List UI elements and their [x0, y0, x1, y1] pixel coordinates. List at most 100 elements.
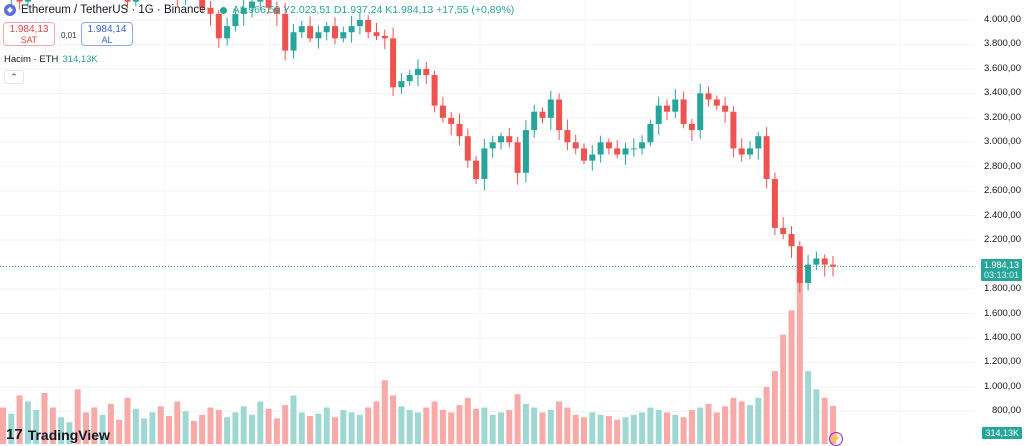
- volume-bar: [265, 408, 272, 444]
- candle-body: [356, 20, 363, 27]
- candle-body: [298, 26, 305, 33]
- candle-body: [564, 130, 571, 143]
- volume-bar: [589, 412, 596, 444]
- candle-body: [522, 130, 529, 173]
- candle-body: [514, 142, 521, 173]
- volume-bar: [8, 413, 15, 444]
- volume-bar: [373, 401, 380, 444]
- candle-body: [730, 111, 737, 149]
- volume-bar: [813, 389, 820, 444]
- candle-body: [630, 148, 637, 150]
- price-tick-label: 800,00: [991, 405, 1021, 417]
- volume-bar: [257, 401, 264, 444]
- price-tick-label: 1.000,00: [984, 380, 1021, 392]
- volume-bar: [49, 407, 56, 444]
- candle-body: [249, 1, 255, 8]
- volume-bar: [713, 412, 720, 444]
- volume-bar: [406, 409, 413, 444]
- volume-label: Hacim · ETH: [4, 54, 59, 65]
- candle-body: [406, 75, 413, 82]
- volume-bar: [664, 412, 670, 444]
- candle-body: [365, 20, 372, 33]
- candle-body: [265, 0, 272, 8]
- candle-body: [448, 117, 455, 124]
- candle-body: [340, 32, 347, 39]
- candle-body: [813, 258, 820, 265]
- volume-bar: [498, 412, 504, 444]
- price-tick-label: 3.000,00: [984, 136, 1021, 148]
- collapse-legend-button[interactable]: ⌃: [4, 70, 24, 84]
- volume-bar: [456, 405, 463, 444]
- volume-bar: [99, 414, 106, 444]
- ohlc-values: A1.966,59 Y2.023,51 D1.937,24 K1.984,13 …: [232, 4, 515, 16]
- candle-body: [124, 0, 131, 2]
- volume-bar: [232, 412, 239, 444]
- volume-bar: [340, 409, 347, 444]
- candle-body: [415, 68, 421, 76]
- volume-bar: [830, 405, 836, 444]
- volume-bar: [672, 414, 679, 444]
- volume-bar: [755, 397, 762, 444]
- sell-button[interactable]: 1.984,13 SAT: [3, 22, 55, 46]
- candle-body: [747, 148, 753, 155]
- volume-bar: [514, 394, 521, 444]
- volume-bar: [697, 407, 704, 444]
- symbol-title[interactable]: Ethereum / TetherUS · 1G · Binance: [21, 4, 206, 16]
- volume-bar: [107, 403, 114, 444]
- buy-button[interactable]: 1.984,14 AL: [81, 22, 133, 46]
- volume-bar: [224, 417, 231, 444]
- candle-body: [572, 142, 579, 149]
- candle-body: [215, 13, 222, 39]
- volume-bar: [282, 405, 289, 444]
- candle-body: [439, 105, 446, 118]
- volume-bar: [547, 409, 554, 444]
- volume-bar: [91, 407, 98, 444]
- candle-body: [805, 264, 812, 283]
- bar-countdown: 03:13:01: [983, 270, 1019, 280]
- candle-body: [456, 123, 463, 137]
- candle-body: [232, 13, 239, 27]
- volume-bar: [506, 409, 513, 444]
- tradingview-logo[interactable]: 17 TradingView: [6, 426, 110, 443]
- price-tick-label: 1.400,00: [984, 331, 1021, 343]
- candle-body: [348, 26, 355, 33]
- candle-body: [605, 142, 612, 149]
- candle-body: [796, 246, 803, 283]
- volume-bar: [157, 406, 164, 444]
- volume-bar: [166, 416, 172, 444]
- candle-body: [240, 7, 247, 14]
- buy-price: 1.984,14: [87, 24, 127, 35]
- volume-bar: [688, 409, 695, 444]
- candle-body: [423, 68, 430, 76]
- candle-body: [464, 136, 471, 161]
- volume-bar: [174, 401, 181, 444]
- candle-body: [713, 99, 720, 106]
- candle-body: [224, 26, 231, 39]
- volume-bar: [141, 418, 148, 444]
- candle-body: [680, 99, 687, 124]
- volume-bar: [614, 419, 621, 444]
- volume-bar: [763, 386, 770, 444]
- volume-bar: [356, 414, 363, 444]
- volume-bar: [273, 418, 280, 444]
- volume-bar: [722, 406, 729, 444]
- candle-body: [24, 0, 31, 2]
- candle-body: [481, 148, 488, 179]
- candle-body: [547, 99, 554, 118]
- candle-body: [315, 32, 322, 39]
- volume-bar: [655, 409, 662, 444]
- volume-bar: [730, 397, 737, 444]
- volume-bar: [564, 407, 571, 444]
- spread: 0,01: [61, 31, 77, 40]
- candle-body: [556, 99, 563, 131]
- candle-body: [489, 142, 496, 149]
- price-tick-label: 3.400,00: [984, 87, 1021, 99]
- candle-body: [647, 123, 654, 143]
- candle-body: [688, 123, 695, 131]
- last-volume-tag: 314,13K: [982, 427, 1022, 439]
- price-tick-label: 3.600,00: [984, 62, 1021, 74]
- volume-bar: [539, 412, 546, 444]
- volume-bar: [58, 417, 65, 444]
- candle-body: [780, 227, 787, 235]
